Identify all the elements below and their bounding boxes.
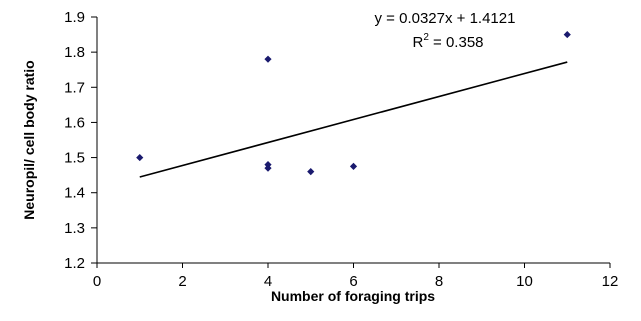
x-tick-label: 12 bbox=[602, 273, 619, 290]
data-points bbox=[136, 30, 571, 176]
r-squared-value: = 0.358 bbox=[429, 34, 484, 51]
y-tick-label: 1.2 bbox=[64, 255, 85, 272]
r-squared-label: R2 = 0.358 bbox=[412, 32, 483, 51]
data-point bbox=[264, 55, 272, 63]
data-point bbox=[563, 30, 571, 39]
x-tick-label: 8 bbox=[435, 273, 443, 290]
r-squared-symbol: R bbox=[412, 34, 423, 51]
y-tick-label: 1.7 bbox=[64, 79, 85, 96]
y-tick-label: 1.6 bbox=[64, 114, 85, 131]
x-tick-label: 10 bbox=[516, 273, 533, 290]
x-tick-label: 0 bbox=[93, 273, 101, 290]
trendline bbox=[139, 61, 568, 178]
trendline-group bbox=[139, 61, 568, 178]
y-axis-title: Neuropil/ cell body ratio bbox=[21, 60, 37, 219]
y-tick-label: 1.3 bbox=[64, 220, 85, 237]
y-tick-label: 1.8 bbox=[64, 44, 85, 61]
data-point bbox=[307, 168, 315, 176]
x-axis-title: Number of foraging trips bbox=[271, 288, 435, 304]
r-squared-exponent: 2 bbox=[423, 32, 429, 43]
data-point bbox=[136, 153, 144, 162]
y-tick-label: 1.5 bbox=[64, 150, 85, 167]
trendline-equation: y = 0.0327x + 1.4121 bbox=[375, 10, 516, 27]
data-point bbox=[349, 162, 358, 170]
y-tick-label: 1.9 bbox=[64, 9, 85, 26]
x-tick-label: 6 bbox=[349, 273, 357, 290]
y-tick-label: 1.4 bbox=[64, 185, 85, 202]
x-axis-ticks: 0 2 4 6 8 10 12 bbox=[93, 263, 619, 290]
y-axis-ticks: 1.2 1.3 1.4 1.5 1.6 1.7 1.8 1.9 bbox=[64, 9, 97, 272]
data-point bbox=[264, 164, 272, 172]
x-tick-label: 4 bbox=[264, 273, 272, 290]
plot-area: 1.2 1.3 1.4 1.5 1.6 1.7 1.8 1.9 0 2 4 6 8 10 12 bbox=[64, 9, 618, 290]
x-tick-label: 2 bbox=[178, 273, 186, 290]
